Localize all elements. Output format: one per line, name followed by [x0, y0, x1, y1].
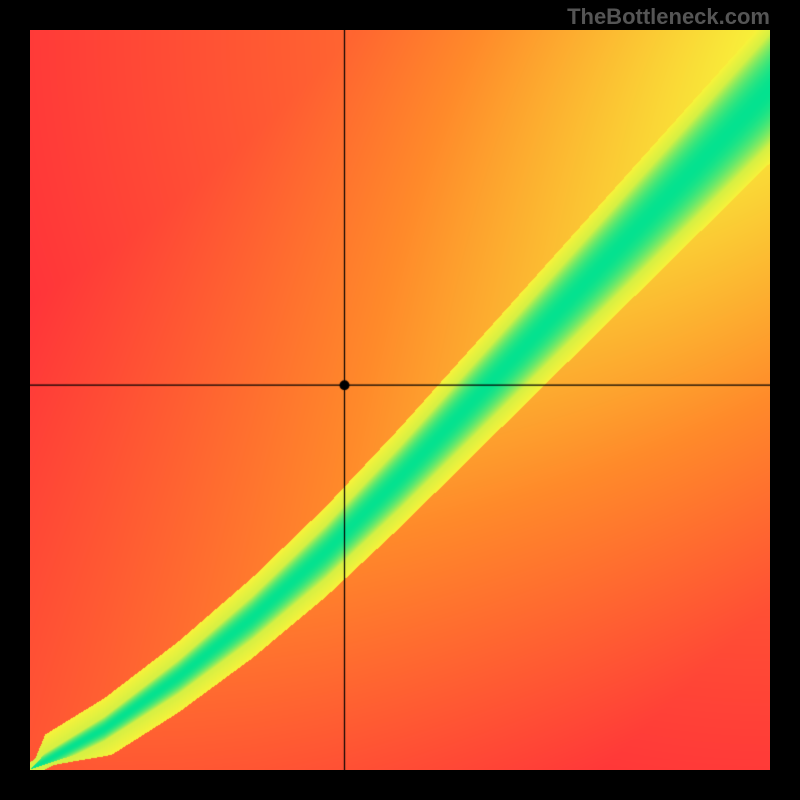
watermark-text: TheBottleneck.com — [567, 4, 770, 30]
chart-container: TheBottleneck.com — [0, 0, 800, 800]
bottleneck-heatmap — [30, 30, 770, 770]
